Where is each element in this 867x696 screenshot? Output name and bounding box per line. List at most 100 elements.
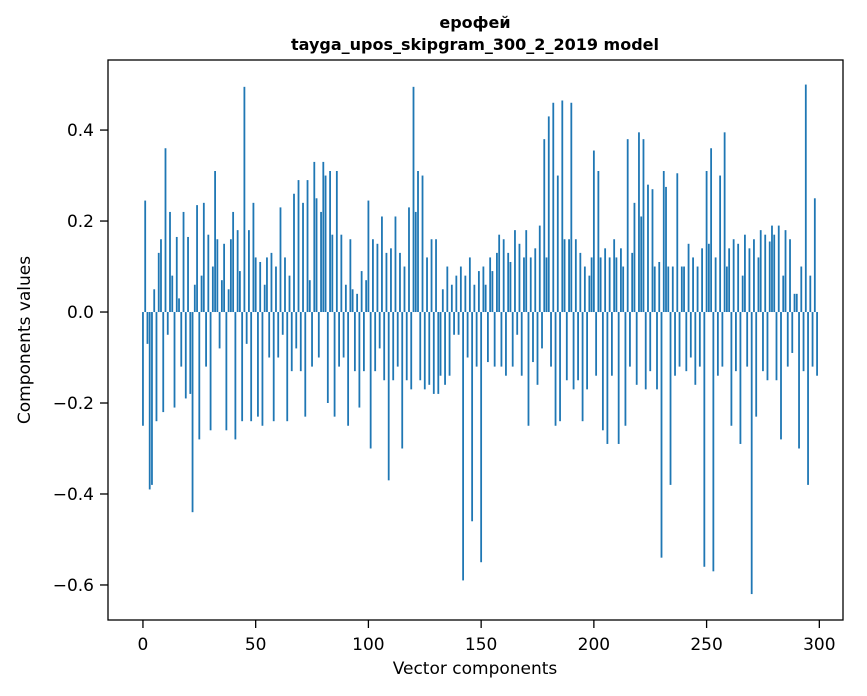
bar [254,257,257,313]
bar [586,312,588,390]
bar [626,139,629,313]
bar [457,312,460,335]
bar [423,312,426,390]
bar [353,312,356,372]
bar [435,239,437,313]
bar [611,312,613,376]
bar [667,266,670,313]
bar [214,171,216,313]
bar [710,148,713,313]
bar [649,312,652,372]
bar [471,312,474,522]
bar [753,239,755,313]
bar [459,266,462,313]
bar [633,202,636,313]
x-axis-label: Vector components [393,659,558,679]
bar [372,239,374,313]
bar [588,275,591,313]
bar [268,312,271,358]
bar [653,266,656,313]
bar [748,248,751,313]
bar [360,271,363,313]
bar [811,312,814,367]
bar [410,312,413,390]
bar [245,312,248,344]
bar [642,139,645,313]
bar [322,161,325,313]
bar [766,312,769,381]
bar [629,312,631,367]
bar [638,132,640,313]
bar [446,266,449,313]
bar [755,312,758,417]
bar [266,257,268,313]
bar [595,312,598,376]
bar [581,312,584,422]
bar [157,252,160,313]
bar [735,312,737,372]
bar [545,257,548,313]
bar [694,312,697,385]
bar [534,248,537,313]
bar [689,312,692,358]
bar [768,241,771,313]
bar [464,275,467,313]
bar [385,252,388,313]
x-tick-label: 150 [465,635,497,655]
bar [347,312,350,426]
bar [390,248,392,313]
bar [408,207,410,313]
bar [491,271,494,313]
bar [676,173,679,313]
bar [793,293,796,313]
bar [622,266,625,313]
bar [782,275,785,313]
bar [572,312,575,390]
bar [746,312,749,367]
bar [392,312,395,381]
bar [439,312,442,376]
bar [590,257,593,313]
bar [218,312,221,349]
bar [441,289,444,313]
bar [620,248,622,313]
bar [281,312,284,335]
bar [175,236,178,313]
bar [202,202,205,313]
x-tick-label: 50 [245,635,267,655]
bar [263,284,266,313]
bar [169,211,171,313]
bar [252,202,255,313]
bar [509,261,512,313]
bar [608,257,611,313]
bar [525,230,528,313]
bar [455,275,458,313]
bar [538,225,541,313]
bar [714,257,717,313]
bar [757,257,760,313]
bar [399,252,401,313]
plot-spines [107,59,844,621]
bar [701,248,703,313]
bar [543,139,546,313]
bar [142,312,144,426]
y-tick-label: −0.4 [53,485,94,505]
bar [574,239,577,313]
bar [489,257,492,313]
bar [259,261,262,313]
bar [178,298,180,313]
bar [532,312,534,363]
bar [604,248,607,313]
bar [477,271,480,313]
bar [516,312,519,335]
bar [802,312,805,372]
bar [243,86,246,313]
bar [728,248,731,313]
bar [299,312,302,372]
bar [592,150,595,313]
bar [151,312,153,485]
bar [741,275,744,313]
bar [229,239,232,313]
bar [160,239,162,313]
